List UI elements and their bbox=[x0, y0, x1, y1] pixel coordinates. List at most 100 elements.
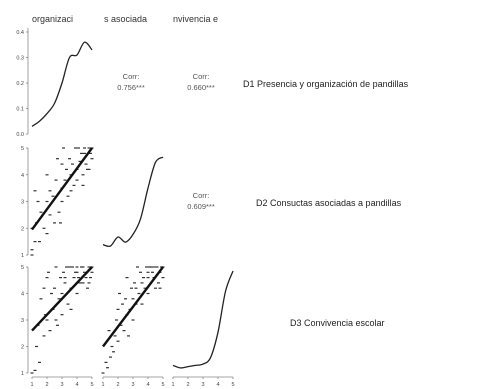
point-d3-vs-d1-23 bbox=[90, 271, 94, 273]
point-d3-vs-d1-2 bbox=[38, 361, 41, 363]
point-d3-vs-d2-7 bbox=[122, 330, 126, 332]
point-d3-vs-d2-30 bbox=[107, 330, 111, 332]
point-d2-vs-d1-27 bbox=[90, 158, 94, 160]
density-curve-d1 bbox=[31, 41, 93, 127]
point-d3-vs-d1-44 bbox=[47, 271, 50, 273]
point-d2-vs-d1-44 bbox=[33, 190, 37, 192]
point-d3-vs-d2-6 bbox=[119, 324, 123, 326]
density-curve-d3 bbox=[172, 270, 234, 369]
point-d3-vs-d2-23 bbox=[161, 277, 165, 279]
axis-row3-tick-label-1: 4 bbox=[21, 292, 24, 298]
axis-bottom-2-tick-label-4: 5 bbox=[161, 382, 164, 388]
point-d3-vs-d1-33 bbox=[59, 277, 62, 279]
fit-line-d3-vs-d1 bbox=[31, 266, 93, 332]
point-d3-vs-d2-28 bbox=[124, 298, 127, 300]
header-label-d2: s asociada bbox=[104, 14, 147, 24]
point-d3-vs-d1-10 bbox=[60, 314, 64, 316]
point-d3-vs-d1-36 bbox=[50, 292, 53, 295]
point-d3-vs-d2-17 bbox=[146, 292, 150, 295]
point-d3-vs-d1-26 bbox=[68, 266, 71, 268]
point-d2-vs-d1-48 bbox=[62, 147, 65, 149]
point-d3-vs-d2-32 bbox=[154, 287, 157, 289]
point-d2-vs-d1-49 bbox=[81, 184, 85, 186]
point-d3-vs-d1-8 bbox=[54, 319, 58, 321]
point-d2-vs-d1-43 bbox=[45, 174, 49, 176]
corr-label-d1-d3: Corr: bbox=[193, 72, 210, 81]
point-d3-vs-d1-20 bbox=[84, 277, 88, 279]
point-d3-vs-d1-0 bbox=[30, 372, 34, 374]
point-d3-vs-d1-18 bbox=[78, 282, 82, 284]
point-d2-vs-d1-10 bbox=[45, 200, 49, 203]
axis-row2-tick-label-3: 2 bbox=[21, 226, 24, 232]
point-d3-vs-d1-40 bbox=[56, 324, 59, 326]
point-d2-vs-d1-11 bbox=[51, 195, 55, 197]
point-d2-vs-d1-25 bbox=[87, 147, 91, 149]
point-d3-vs-d1-27 bbox=[74, 271, 77, 273]
axis-bottom-1-tick-label-3: 4 bbox=[75, 382, 78, 388]
point-d3-vs-d1-16 bbox=[75, 292, 79, 295]
point-d3-vs-d1-13 bbox=[66, 303, 70, 305]
point-d3-vs-d2-11 bbox=[131, 298, 135, 300]
corr-value-d2-d3: 0.609*** bbox=[187, 202, 215, 211]
point-d3-vs-d2-3 bbox=[110, 345, 114, 348]
point-d2-vs-d1-21 bbox=[78, 160, 82, 162]
point-d2-vs-d1-6 bbox=[42, 227, 46, 229]
axis-bottom-2-tick-label-3: 4 bbox=[146, 382, 149, 388]
point-d2-vs-d1-1 bbox=[30, 249, 34, 251]
point-d3-vs-d1-21 bbox=[87, 266, 91, 268]
axis-row2-tick-label-1: 4 bbox=[21, 173, 24, 179]
point-d3-vs-d2-24 bbox=[157, 282, 160, 284]
axis-bottom-1-tick-label-1: 2 bbox=[45, 382, 48, 388]
point-d3-vs-d1-31 bbox=[62, 271, 65, 273]
point-d2-vs-d1-0 bbox=[30, 254, 34, 256]
axis-density-tick-label-2: 0.2 bbox=[16, 81, 24, 87]
point-d3-vs-d2-33 bbox=[130, 287, 133, 289]
axis-density-tick-label-1: 0.3 bbox=[16, 56, 24, 62]
point-d3-vs-d1-32 bbox=[83, 271, 86, 273]
point-d2-vs-d1-24 bbox=[84, 163, 88, 165]
point-d3-vs-d2-31 bbox=[133, 282, 136, 284]
axis-bottom-3-tick-label-2: 3 bbox=[201, 382, 204, 388]
corr-value-d1-d3: 0.660*** bbox=[187, 83, 215, 92]
axis-density-tick-label-4: 0.0 bbox=[16, 132, 24, 138]
point-d3-vs-d2-39 bbox=[142, 277, 145, 279]
point-d2-vs-d1-7 bbox=[45, 233, 49, 235]
fit-line-d3-vs-d2 bbox=[102, 266, 164, 348]
point-d3-vs-d1-15 bbox=[72, 277, 76, 279]
axis-bottom-3-tick-label-1: 2 bbox=[186, 382, 189, 388]
axis-bottom-1-tick-label-0: 1 bbox=[30, 382, 33, 388]
point-d2-vs-d1-16 bbox=[66, 195, 70, 197]
point-d3-vs-d1-3 bbox=[35, 345, 38, 348]
point-d3-vs-d2-27 bbox=[145, 266, 148, 268]
panels-layer bbox=[30, 41, 234, 374]
corr-label-d2-d3: Corr: bbox=[193, 191, 210, 200]
point-d3-vs-d1-1 bbox=[33, 369, 37, 371]
axis-row3-tick-label-0: 5 bbox=[21, 265, 24, 271]
corr-cell-d1-d2: Corr: 0.756*** bbox=[117, 72, 145, 92]
point-d2-vs-d1-42 bbox=[83, 147, 86, 149]
point-d3-vs-d1-49 bbox=[87, 282, 91, 284]
point-d3-vs-d2-41 bbox=[140, 303, 144, 305]
point-d2-vs-d1-39 bbox=[77, 147, 80, 149]
point-d3-vs-d1-24 bbox=[86, 287, 89, 289]
point-d3-vs-d1-47 bbox=[75, 266, 79, 268]
point-d2-vs-d1-29 bbox=[80, 152, 83, 154]
point-d3-vs-d1-41 bbox=[69, 308, 73, 310]
point-d3-vs-d1-12 bbox=[63, 282, 67, 284]
density-curve-d2 bbox=[102, 156, 164, 248]
row-label-d2: D2 Consuctas asociadas a pandillas bbox=[256, 198, 402, 208]
point-d3-vs-d1-45 bbox=[54, 266, 58, 268]
axis-bottom-2-tick-label-1: 2 bbox=[116, 382, 119, 388]
corr-cell-d1-d3: Corr: 0.660*** bbox=[187, 72, 215, 92]
axis-row3-tick-label-2: 3 bbox=[21, 318, 24, 324]
point-d2-vs-d1-15 bbox=[63, 179, 67, 181]
point-d2-vs-d1-9 bbox=[53, 222, 56, 224]
point-d2-vs-d1-47 bbox=[56, 158, 59, 160]
point-d3-vs-d2-15 bbox=[143, 287, 147, 289]
row-label-d3: D3 Convivencia escolar bbox=[290, 318, 385, 328]
point-d2-vs-d1-22 bbox=[81, 174, 85, 176]
point-d3-vs-d2-5 bbox=[116, 340, 120, 342]
axis-bottom-3-tick-label-3: 4 bbox=[216, 382, 219, 388]
point-d3-vs-d2-49 bbox=[158, 287, 162, 289]
